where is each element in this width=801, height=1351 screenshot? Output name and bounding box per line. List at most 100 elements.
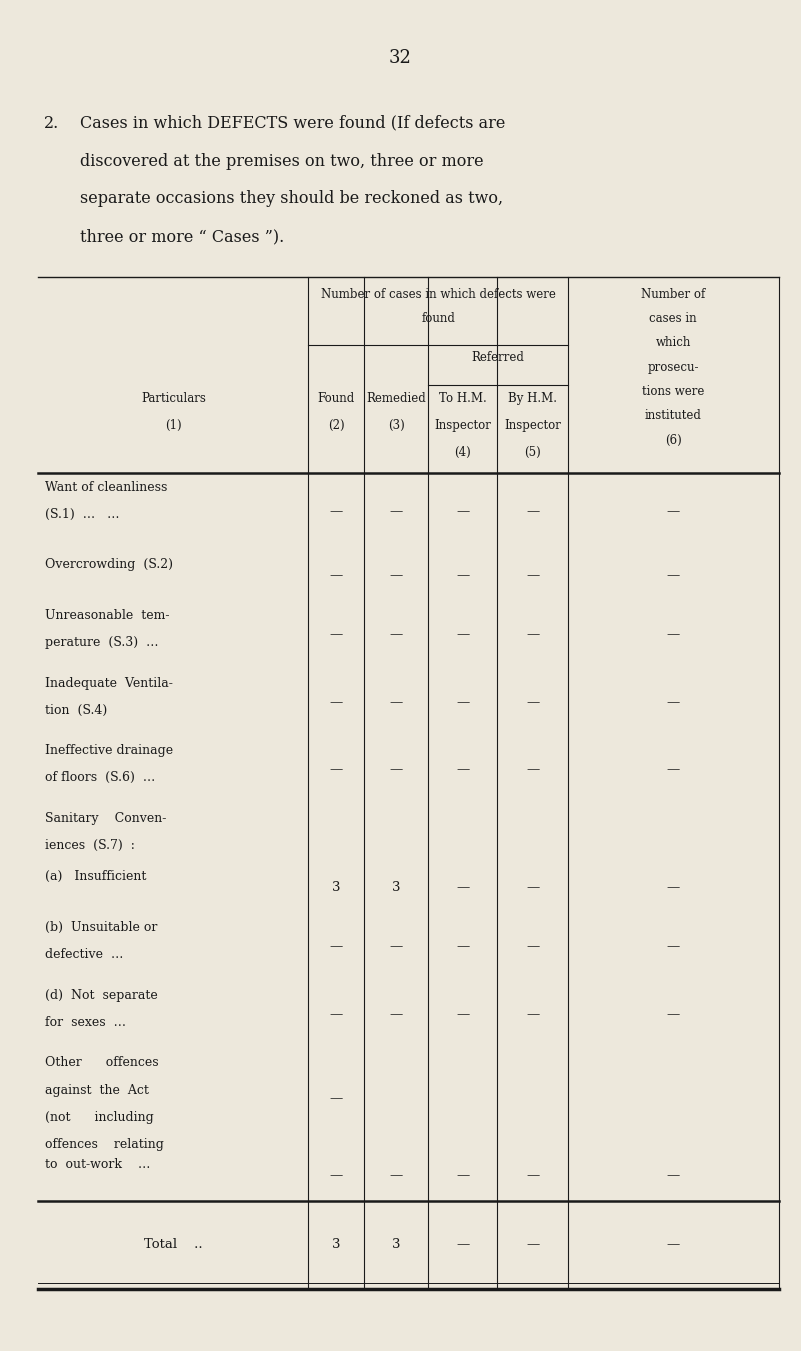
Text: (1): (1) [165, 419, 182, 432]
Text: discovered at the premises on two, three or more: discovered at the premises on two, three… [80, 153, 484, 170]
Text: —: — [666, 1169, 680, 1182]
Text: Found: Found [318, 392, 355, 405]
Text: —: — [456, 1239, 469, 1251]
Text: —: — [456, 1008, 469, 1021]
Text: —: — [456, 881, 469, 894]
Text: —: — [526, 881, 539, 894]
Text: —: — [526, 1008, 539, 1021]
Text: Inspector: Inspector [434, 419, 491, 432]
Text: (b)  Unsuitable or: (b) Unsuitable or [45, 921, 157, 935]
Text: perature  (S.3)  …: perature (S.3) … [45, 636, 159, 650]
Text: Particulars: Particulars [141, 392, 206, 405]
Text: —: — [389, 696, 403, 709]
Text: —: — [526, 628, 539, 642]
Text: —: — [526, 1239, 539, 1251]
Text: Inspector: Inspector [504, 419, 562, 432]
Text: Ineffective drainage: Ineffective drainage [45, 744, 173, 758]
Text: —: — [526, 940, 539, 954]
Text: iences  (S.7)  :: iences (S.7) : [45, 839, 135, 852]
Text: —: — [526, 1169, 539, 1182]
Text: —: — [330, 1008, 343, 1021]
Text: of floors  (S.6)  …: of floors (S.6) … [45, 771, 155, 785]
Text: separate occasions they should be reckoned as two,: separate occasions they should be reckon… [80, 190, 503, 208]
Text: (5): (5) [525, 446, 541, 459]
Text: —: — [456, 505, 469, 517]
Text: Number of: Number of [641, 288, 706, 301]
Text: Sanitary    Conven-: Sanitary Conven- [45, 812, 167, 825]
Text: tions were: tions were [642, 385, 704, 399]
Text: (4): (4) [454, 446, 471, 459]
Text: —: — [526, 569, 539, 582]
Text: instituted: instituted [645, 409, 702, 423]
Text: —: — [526, 763, 539, 777]
Text: (d)  Not  separate: (d) Not separate [45, 989, 158, 1002]
Text: (2): (2) [328, 419, 344, 432]
Text: (a)   Insufficient: (a) Insufficient [45, 870, 147, 884]
Text: Inadequate  Ventila-: Inadequate Ventila- [45, 677, 173, 690]
Text: to  out-work    …: to out-work … [45, 1158, 151, 1171]
Text: —: — [330, 505, 343, 517]
Text: —: — [456, 940, 469, 954]
Text: Total    ..: Total .. [144, 1239, 203, 1251]
Text: —: — [330, 763, 343, 777]
Text: —: — [456, 696, 469, 709]
Text: —: — [666, 569, 680, 582]
Text: —: — [666, 1008, 680, 1021]
Text: —: — [666, 505, 680, 517]
Text: —: — [526, 505, 539, 517]
Text: for  sexes  …: for sexes … [45, 1016, 126, 1029]
Text: To H.M.: To H.M. [439, 392, 486, 405]
Text: Number of cases in which defects were: Number of cases in which defects were [320, 288, 556, 301]
Text: Cases in which DEFECTS were found (If defects are: Cases in which DEFECTS were found (If de… [80, 115, 505, 132]
Text: —: — [666, 763, 680, 777]
Text: against  the  Act: against the Act [45, 1084, 149, 1097]
Text: —: — [456, 1169, 469, 1182]
Text: (S.1)  …   …: (S.1) … … [45, 508, 119, 521]
Text: 3: 3 [332, 1239, 340, 1251]
Text: —: — [456, 763, 469, 777]
Text: 2.: 2. [44, 115, 59, 132]
Text: —: — [389, 940, 403, 954]
Text: —: — [389, 569, 403, 582]
Text: —: — [456, 569, 469, 582]
Text: cases in: cases in [650, 312, 697, 326]
Text: —: — [666, 1239, 680, 1251]
Text: which: which [655, 336, 691, 350]
Text: Want of cleanliness: Want of cleanliness [45, 481, 167, 494]
Text: (3): (3) [388, 419, 405, 432]
Text: offences    relating: offences relating [45, 1138, 163, 1151]
Text: —: — [330, 569, 343, 582]
Text: 3: 3 [332, 881, 340, 894]
Text: 3: 3 [392, 1239, 400, 1251]
Text: tion  (S.4): tion (S.4) [45, 704, 107, 717]
Text: —: — [330, 696, 343, 709]
Text: Referred: Referred [471, 351, 525, 365]
Text: 32: 32 [389, 49, 412, 66]
Text: —: — [389, 1169, 403, 1182]
Text: prosecu-: prosecu- [647, 361, 699, 374]
Text: —: — [389, 505, 403, 517]
Text: —: — [389, 628, 403, 642]
Text: —: — [666, 628, 680, 642]
Text: —: — [330, 1093, 343, 1105]
Text: —: — [666, 881, 680, 894]
Text: —: — [666, 696, 680, 709]
Text: —: — [330, 940, 343, 954]
Text: (not      including: (not including [45, 1111, 154, 1124]
Text: —: — [456, 628, 469, 642]
Text: Other      offences: Other offences [45, 1056, 159, 1070]
Text: Overcrowding  (S.2): Overcrowding (S.2) [45, 558, 173, 571]
Text: —: — [330, 1169, 343, 1182]
Text: (6): (6) [665, 434, 682, 447]
Text: —: — [666, 940, 680, 954]
Text: By H.M.: By H.M. [508, 392, 557, 405]
Text: —: — [389, 763, 403, 777]
Text: found: found [421, 312, 455, 326]
Text: —: — [330, 628, 343, 642]
Text: three or more “ Cases ”).: three or more “ Cases ”). [80, 228, 284, 246]
Text: —: — [526, 696, 539, 709]
Text: 3: 3 [392, 881, 400, 894]
Text: defective  …: defective … [45, 948, 123, 962]
Text: —: — [389, 1008, 403, 1021]
Text: Remedied: Remedied [366, 392, 426, 405]
